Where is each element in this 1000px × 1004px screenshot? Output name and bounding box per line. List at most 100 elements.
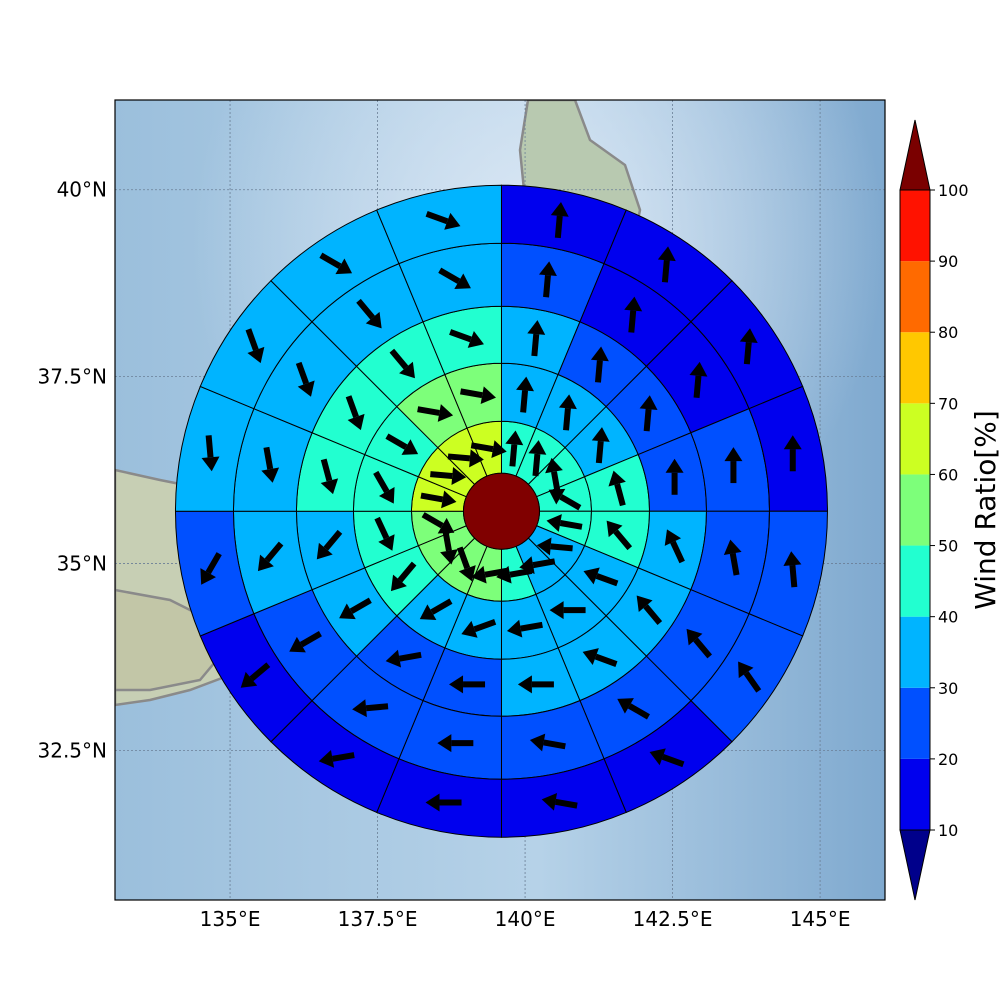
wind-arrow — [783, 551, 802, 588]
colorbar-bin — [900, 332, 930, 404]
colorbar-tick-label: 30 — [938, 679, 958, 698]
wind-arrow — [421, 512, 455, 534]
lon-tick-label: 142.5°E — [633, 907, 713, 931]
colorbar-tick-label: 100 — [938, 181, 969, 200]
wind-arrow — [558, 394, 577, 431]
wind-arrow — [352, 699, 389, 718]
wind-arrow — [496, 565, 533, 584]
longitude-labels: 135°E 137.5°E 140°E 142.5°E 145°E — [200, 907, 851, 931]
wind-arrow — [456, 546, 476, 582]
wind-arrow — [257, 541, 284, 572]
colorbar-tick-label: 90 — [938, 252, 958, 271]
colorbar: 10 20 30 40 50 60 70 80 90 100 — [899, 119, 969, 901]
wind-arrow — [319, 252, 353, 275]
wind-arrow — [420, 490, 457, 509]
wind-arrow — [460, 386, 496, 405]
wind-arrow — [318, 749, 355, 768]
wind-arrow — [608, 470, 626, 507]
colorbar-over-arrow — [899, 119, 931, 191]
colorbar-under-arrow — [899, 829, 931, 901]
wind-arrow — [425, 793, 462, 812]
wind-arrow — [783, 435, 802, 472]
wind-arrow — [536, 537, 573, 556]
wind-arrow — [356, 298, 382, 329]
wind-arrow — [245, 328, 265, 364]
wind-arrow — [549, 601, 586, 620]
wind-arrow — [200, 552, 222, 585]
wind-arrow — [419, 598, 453, 620]
lon-tick-label: 137.5°E — [338, 907, 418, 931]
wind-arrow — [548, 488, 582, 511]
wind-arrow — [636, 595, 663, 625]
colorbar-bin — [900, 261, 930, 333]
wind-arrow — [240, 662, 271, 688]
wind-arrow — [583, 567, 619, 587]
wind-arrow — [425, 210, 461, 230]
colorbar-tick-label: 80 — [938, 323, 958, 342]
colorbar-tick-label: 40 — [938, 608, 958, 627]
colorbar-tick-label: 60 — [938, 465, 958, 484]
wind-arrow — [295, 361, 315, 397]
wind-arrow — [289, 631, 322, 653]
wind-arrow — [517, 675, 554, 694]
wind-arrow — [723, 539, 742, 576]
wind-sector — [376, 184, 502, 265]
lat-tick-label: 35°N — [57, 552, 107, 576]
wind-arrow — [546, 514, 583, 532]
colorbar-bin — [900, 403, 930, 475]
wind-arrow — [201, 435, 220, 472]
wind-arrow — [261, 446, 280, 483]
wind-arrow — [447, 449, 484, 468]
wind-arrow — [389, 348, 415, 379]
colorbar-bin — [900, 190, 930, 262]
wind-arrow — [390, 561, 417, 592]
center-point — [462, 472, 540, 550]
wind-arrow — [449, 329, 484, 348]
wind-arrow — [385, 649, 422, 668]
wind-arrow — [471, 565, 508, 584]
wind-arrow — [665, 458, 684, 495]
lat-tick-label: 40°N — [57, 178, 107, 202]
wind-arrow — [470, 440, 507, 459]
wind-arrow — [541, 792, 578, 811]
wind-arrow — [438, 267, 471, 290]
wind-arrow — [606, 520, 633, 551]
wind-ratio-sectors — [174, 184, 828, 838]
wind-arrow — [437, 734, 474, 753]
map-frame — [114, 99, 886, 901]
wind-arrow — [527, 320, 546, 357]
wind-arrow — [506, 619, 543, 638]
wind-arrow — [461, 618, 497, 638]
colorbar-bin — [900, 687, 930, 759]
wind-arrow — [738, 661, 762, 693]
wind-arrow — [345, 395, 365, 431]
colorbar-tick-label: 10 — [938, 821, 958, 840]
wind-arrow — [657, 246, 676, 283]
wind-arrow — [529, 733, 566, 752]
wind-arrow — [385, 433, 419, 455]
wind-arrow — [449, 675, 486, 694]
wind-arrow — [373, 470, 395, 504]
colorbar-tick-label: 20 — [938, 750, 958, 769]
wind-arrow — [686, 628, 712, 659]
colorbar-frame — [899, 189, 931, 831]
lat-tick-label: 37.5°N — [38, 365, 108, 389]
wind-arrow — [582, 648, 618, 667]
wind-arrow — [339, 597, 372, 620]
wind-arrow — [550, 201, 569, 239]
lon-tick-label: 140°E — [495, 907, 556, 931]
wind-arrow — [516, 376, 535, 413]
wind-arrow — [590, 346, 609, 383]
wind-arrow — [430, 467, 467, 485]
colorbar-bin — [900, 545, 930, 617]
lat-tick-label: 32.5°N — [38, 738, 108, 762]
wind-arrow — [538, 261, 557, 298]
colorbar-tick-label: 50 — [938, 537, 958, 556]
wind-arrow — [316, 529, 343, 560]
wind-arrow — [591, 427, 610, 464]
wind-arrow — [617, 698, 650, 720]
colorbar-bin — [900, 616, 930, 688]
lon-tick-label: 145°E — [790, 907, 851, 931]
